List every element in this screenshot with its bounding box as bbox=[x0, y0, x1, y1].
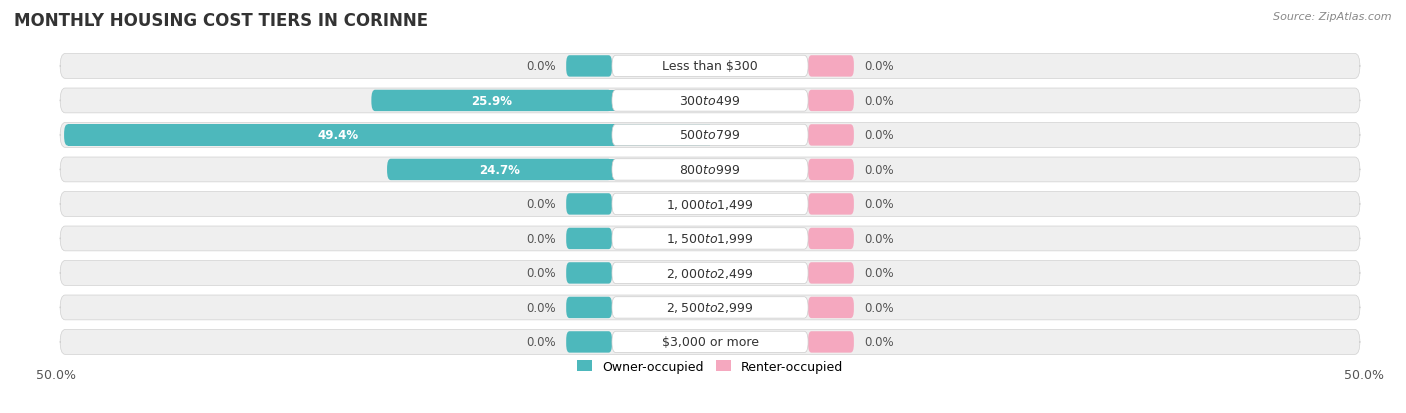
FancyBboxPatch shape bbox=[567, 228, 612, 249]
FancyBboxPatch shape bbox=[808, 228, 853, 249]
FancyBboxPatch shape bbox=[391, 159, 710, 181]
Text: $2,500 to $2,999: $2,500 to $2,999 bbox=[666, 301, 754, 315]
FancyBboxPatch shape bbox=[808, 194, 853, 215]
FancyBboxPatch shape bbox=[60, 226, 1360, 251]
FancyBboxPatch shape bbox=[60, 158, 1360, 183]
FancyBboxPatch shape bbox=[60, 55, 1360, 79]
Text: $500 to $799: $500 to $799 bbox=[679, 129, 741, 142]
Text: 0.0%: 0.0% bbox=[526, 233, 555, 245]
Text: $300 to $499: $300 to $499 bbox=[679, 95, 741, 108]
FancyBboxPatch shape bbox=[60, 89, 1360, 114]
FancyBboxPatch shape bbox=[567, 297, 612, 318]
Text: 0.0%: 0.0% bbox=[526, 198, 555, 211]
Text: 0.0%: 0.0% bbox=[526, 267, 555, 280]
FancyBboxPatch shape bbox=[612, 159, 808, 181]
Legend: Owner-occupied, Renter-occupied: Owner-occupied, Renter-occupied bbox=[572, 355, 848, 378]
FancyBboxPatch shape bbox=[65, 125, 612, 146]
Text: 0.0%: 0.0% bbox=[865, 301, 894, 314]
Text: 0.0%: 0.0% bbox=[526, 60, 555, 73]
Text: $3,000 or more: $3,000 or more bbox=[662, 336, 758, 349]
FancyBboxPatch shape bbox=[612, 56, 808, 78]
FancyBboxPatch shape bbox=[612, 263, 808, 284]
Text: $1,000 to $1,499: $1,000 to $1,499 bbox=[666, 197, 754, 211]
FancyBboxPatch shape bbox=[612, 228, 808, 249]
FancyBboxPatch shape bbox=[371, 90, 612, 112]
Text: 0.0%: 0.0% bbox=[865, 233, 894, 245]
Text: Source: ZipAtlas.com: Source: ZipAtlas.com bbox=[1274, 12, 1392, 22]
Text: 24.7%: 24.7% bbox=[479, 164, 520, 176]
FancyBboxPatch shape bbox=[567, 263, 612, 284]
Text: 0.0%: 0.0% bbox=[865, 198, 894, 211]
FancyBboxPatch shape bbox=[612, 194, 808, 215]
Text: 0.0%: 0.0% bbox=[865, 164, 894, 176]
Text: 0.0%: 0.0% bbox=[865, 95, 894, 108]
FancyBboxPatch shape bbox=[60, 123, 1360, 148]
Text: Less than $300: Less than $300 bbox=[662, 60, 758, 73]
FancyBboxPatch shape bbox=[567, 56, 612, 78]
FancyBboxPatch shape bbox=[612, 331, 808, 353]
Text: $1,500 to $1,999: $1,500 to $1,999 bbox=[666, 232, 754, 246]
FancyBboxPatch shape bbox=[808, 331, 853, 353]
Text: 0.0%: 0.0% bbox=[526, 301, 555, 314]
Text: $800 to $999: $800 to $999 bbox=[679, 164, 741, 176]
FancyBboxPatch shape bbox=[808, 90, 853, 112]
FancyBboxPatch shape bbox=[67, 125, 710, 146]
FancyBboxPatch shape bbox=[60, 261, 1360, 286]
FancyBboxPatch shape bbox=[612, 90, 808, 112]
Text: 25.9%: 25.9% bbox=[471, 95, 512, 108]
FancyBboxPatch shape bbox=[808, 125, 853, 146]
Text: 49.4%: 49.4% bbox=[318, 129, 359, 142]
FancyBboxPatch shape bbox=[612, 297, 808, 318]
FancyBboxPatch shape bbox=[808, 263, 853, 284]
FancyBboxPatch shape bbox=[612, 125, 808, 146]
FancyBboxPatch shape bbox=[808, 159, 853, 181]
Text: 0.0%: 0.0% bbox=[526, 336, 555, 349]
FancyBboxPatch shape bbox=[60, 330, 1360, 354]
FancyBboxPatch shape bbox=[375, 90, 710, 112]
FancyBboxPatch shape bbox=[60, 192, 1360, 217]
Text: 0.0%: 0.0% bbox=[865, 60, 894, 73]
FancyBboxPatch shape bbox=[60, 295, 1360, 320]
FancyBboxPatch shape bbox=[808, 297, 853, 318]
FancyBboxPatch shape bbox=[567, 194, 612, 215]
Text: 0.0%: 0.0% bbox=[865, 129, 894, 142]
Text: MONTHLY HOUSING COST TIERS IN CORINNE: MONTHLY HOUSING COST TIERS IN CORINNE bbox=[14, 12, 429, 30]
FancyBboxPatch shape bbox=[808, 56, 853, 78]
FancyBboxPatch shape bbox=[387, 159, 612, 181]
Text: 0.0%: 0.0% bbox=[865, 267, 894, 280]
FancyBboxPatch shape bbox=[567, 331, 612, 353]
Text: $2,000 to $2,499: $2,000 to $2,499 bbox=[666, 266, 754, 280]
Text: 0.0%: 0.0% bbox=[865, 336, 894, 349]
